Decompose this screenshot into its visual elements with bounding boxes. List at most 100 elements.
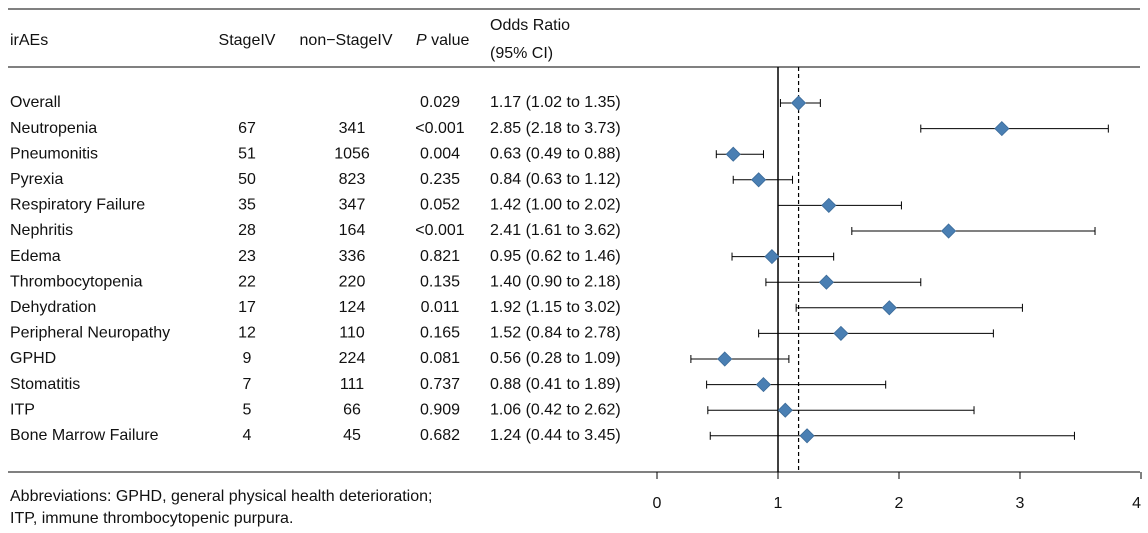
row-odds-ratio: 2.41 (1.61 to 3.62) (490, 222, 621, 239)
row-non-stageIV: 341 (339, 120, 366, 137)
row-non-stageIV: 111 (340, 376, 364, 393)
row-name: ITP (10, 401, 35, 418)
row-non-stageIV: 220 (339, 273, 366, 290)
table-row: Pneumonitis 51 1056 0.004 0.63 (0.49 to 0.88… (10, 145, 621, 162)
estimate-marker (818, 274, 834, 290)
estimate-marker (791, 95, 807, 111)
estimate-marker (725, 146, 741, 162)
estimate-marker (764, 249, 780, 265)
row-p-value: 0.029 (420, 94, 460, 111)
row-non-stageIV: 66 (343, 401, 361, 418)
row-odds-ratio: 1.17 (1.02 to 1.35) (490, 94, 621, 111)
row-odds-ratio: 0.56 (0.28 to 1.09) (490, 350, 621, 367)
row-odds-ratio: 1.24 (0.44 to 3.45) (490, 427, 621, 444)
footnote-line-2: ITP, immune thrombocytopenic purpura. (10, 510, 294, 527)
forest-plot (690, 67, 1109, 472)
row-p-value: 0.165 (420, 325, 460, 342)
header-ci: (95% CI) (490, 45, 553, 62)
row-name: Peripheral Neuropathy (10, 325, 170, 342)
row-odds-ratio: 0.84 (0.63 to 1.12) (490, 171, 621, 188)
row-name: Overall (10, 94, 61, 111)
x-tick-label: 2 (895, 495, 904, 512)
row-odds-ratio: 1.06 (0.42 to 2.62) (490, 401, 621, 418)
row-name: Respiratory Failure (10, 197, 145, 214)
table-row: ITP 5 66 0.909 1.06 (0.42 to 2.62) (10, 401, 621, 418)
row-name: Neutropenia (10, 120, 97, 137)
row-stageIV: 22 (238, 273, 256, 290)
row-name: GPHD (10, 350, 56, 367)
row-p-value: <0.001 (415, 120, 464, 137)
row-p-value: 0.821 (420, 248, 460, 265)
x-tick-label: 4 (1132, 495, 1141, 512)
row-odds-ratio: 2.85 (2.18 to 3.73) (490, 120, 621, 137)
row-stageIV: 5 (243, 401, 252, 418)
row-non-stageIV: 1056 (334, 145, 370, 162)
row-non-stageIV: 45 (343, 427, 361, 444)
row-odds-ratio: 1.52 (0.84 to 2.78) (490, 325, 621, 342)
table-row: Edema 23 336 0.821 0.95 (0.62 to 1.46) (10, 248, 621, 265)
x-tick-label: 0 (653, 495, 662, 512)
table-row: Overall 0.029 1.17 (1.02 to 1.35) (10, 94, 621, 111)
row-stageIV: 7 (243, 376, 252, 393)
row-p-value: <0.001 (415, 222, 464, 239)
table-row: Bone Marrow Failure 4 45 0.682 1.24 (0.44 to… (10, 427, 621, 444)
row-name: Edema (10, 248, 61, 265)
table-row: Nephritis 28 164 <0.001 2.41 (1.61 to 3.62) (10, 222, 621, 239)
table-row: GPHD 9 224 0.081 0.56 (0.28 to 1.09) (10, 350, 621, 367)
row-name: Pyrexia (10, 171, 63, 188)
table-row: Pyrexia 50 823 0.235 0.84 (0.63 to 1.12) (10, 171, 621, 188)
row-non-stageIV: 164 (339, 222, 366, 239)
estimate-marker (941, 223, 957, 239)
row-stageIV: 28 (238, 222, 256, 239)
row-stageIV: 17 (238, 299, 256, 316)
table-row: Peripheral Neuropathy 12 110 0.165 1.52 (0.8… (10, 325, 621, 342)
row-p-value: 0.011 (421, 299, 460, 316)
row-p-value: 0.052 (420, 197, 460, 214)
header-stageIV: StageIV (219, 32, 276, 49)
row-p-value: 0.004 (420, 145, 460, 162)
header-odds-ratio: Odds Ratio (490, 17, 570, 34)
row-non-stageIV: 224 (339, 350, 366, 367)
estimate-marker (755, 377, 772, 393)
row-stageIV: 12 (238, 325, 256, 342)
x-axis: 0 1 2 3 4 (653, 472, 1142, 512)
estimate-marker (833, 325, 849, 341)
estimate-marker (881, 300, 897, 316)
header-p-rest: value (427, 32, 470, 49)
table-header: irAEs StageIV non−StageIV P value Odds R… (10, 17, 570, 62)
row-stageIV: 4 (243, 427, 252, 444)
row-p-value: 0.135 (420, 273, 460, 290)
header-p-italic: P (416, 32, 427, 49)
row-odds-ratio: 0.63 (0.49 to 0.88) (490, 145, 621, 162)
footnote: Abbreviations: GPHD, general physical he… (10, 486, 432, 530)
row-p-value: 0.235 (420, 171, 460, 188)
table-row: Neutropenia 67 341 <0.001 2.85 (2.18 to 3.73… (10, 120, 621, 137)
estimate-marker (799, 428, 815, 444)
row-stageIV: 50 (238, 171, 256, 188)
row-non-stageIV: 336 (339, 248, 366, 265)
row-stageIV: 67 (238, 120, 256, 137)
x-tick-label: 1 (774, 495, 783, 512)
row-stageIV: 23 (238, 248, 256, 265)
estimate-marker (717, 351, 733, 367)
header-non-stageIV: non−StageIV (300, 32, 393, 49)
row-p-value: 0.682 (420, 427, 460, 444)
row-name: Thrombocytopenia (10, 273, 143, 290)
row-non-stageIV: 124 (339, 299, 366, 316)
row-non-stageIV: 823 (339, 171, 366, 188)
table-row: Thrombocytopenia 22 220 0.135 1.40 (0.90 to … (10, 273, 621, 290)
estimate-marker (751, 172, 767, 188)
row-p-value: 0.909 (420, 401, 460, 418)
row-name: Pneumonitis (10, 145, 98, 162)
header-irAEs: irAEs (10, 32, 48, 49)
estimate-marker (777, 402, 793, 418)
row-non-stageIV: 110 (339, 325, 365, 342)
row-p-value: 0.081 (420, 350, 460, 367)
row-odds-ratio: 1.40 (0.90 to 2.18) (490, 273, 621, 290)
row-odds-ratio: 0.95 (0.62 to 1.46) (490, 248, 621, 265)
table-row: Stomatitis 7 111 0.737 0.88 (0.41 to 1.89) (10, 376, 621, 393)
row-p-value: 0.737 (420, 376, 460, 393)
table-row: Dehydration 17 124 0.011 1.92 (1.15 to 3.02) (10, 299, 621, 316)
row-stageIV: 9 (243, 350, 252, 367)
